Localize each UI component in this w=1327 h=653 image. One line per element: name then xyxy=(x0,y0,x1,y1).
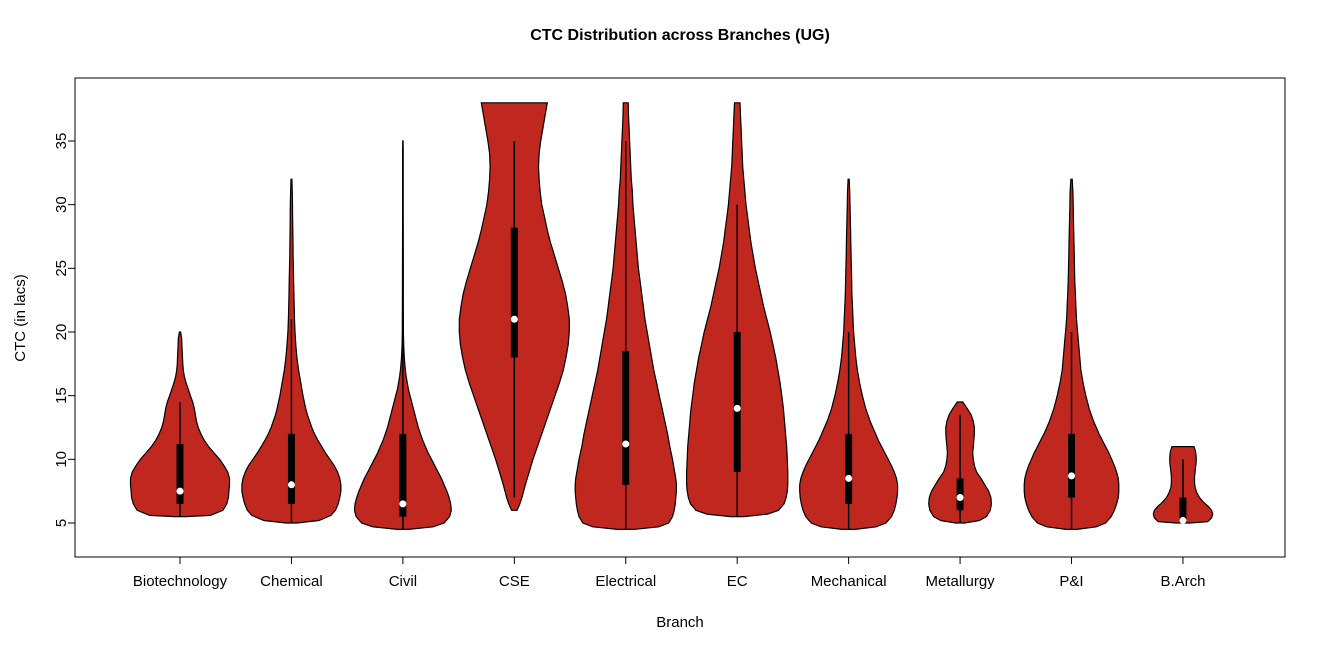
iqr-box xyxy=(399,433,407,517)
median-dot xyxy=(845,474,853,482)
x-tick-label: Electrical xyxy=(595,573,656,590)
median-dot xyxy=(622,440,630,448)
y-axis-title: CTC (in lacs) xyxy=(12,274,29,362)
plot-border xyxy=(74,77,1286,558)
y-tick-label: 10 xyxy=(53,451,70,468)
median-dot xyxy=(399,500,407,508)
median-dot xyxy=(1068,472,1076,480)
median-dot xyxy=(510,315,518,323)
iqr-box xyxy=(510,227,518,358)
y-tick-label: 15 xyxy=(53,387,70,404)
x-tick-label: Metallurgy xyxy=(925,573,995,590)
y-tick-label: 5 xyxy=(53,519,70,527)
plot-area: 5 10 15 20 25 30 35 Biotechnology Chemical Civil C… xyxy=(53,77,1286,590)
y-tick-label: 30 xyxy=(53,196,70,213)
x-tick-label: Mechanical xyxy=(811,573,887,590)
x-tick-label: CSE xyxy=(499,573,530,590)
median-dot xyxy=(1179,516,1187,524)
iqr-box xyxy=(287,433,295,504)
median-dot xyxy=(176,487,184,495)
median-dot xyxy=(287,481,295,489)
y-tick-label: 20 xyxy=(53,324,70,341)
x-axis-title: Branch xyxy=(656,614,704,631)
iqr-box xyxy=(176,444,184,504)
y-tick-label: 35 xyxy=(53,133,70,150)
x-tick-label: P&I xyxy=(1059,573,1083,590)
chart-title: CTC Distribution across Branches (UG) xyxy=(530,27,830,44)
x-tick-label: Chemical xyxy=(260,573,323,590)
iqr-box xyxy=(845,433,853,504)
iqr-box xyxy=(1068,433,1076,498)
iqr-box xyxy=(622,351,630,485)
iqr-box xyxy=(1179,497,1187,523)
x-tick-label: EC xyxy=(727,573,748,590)
y-tick-label: 25 xyxy=(53,260,70,277)
iqr-box xyxy=(733,332,741,473)
x-tick-label: Biotechnology xyxy=(133,573,228,590)
median-dot xyxy=(733,404,741,412)
median-dot xyxy=(956,494,964,502)
x-tick-label: B.Arch xyxy=(1160,573,1205,590)
x-tick-label: Civil xyxy=(389,573,417,590)
